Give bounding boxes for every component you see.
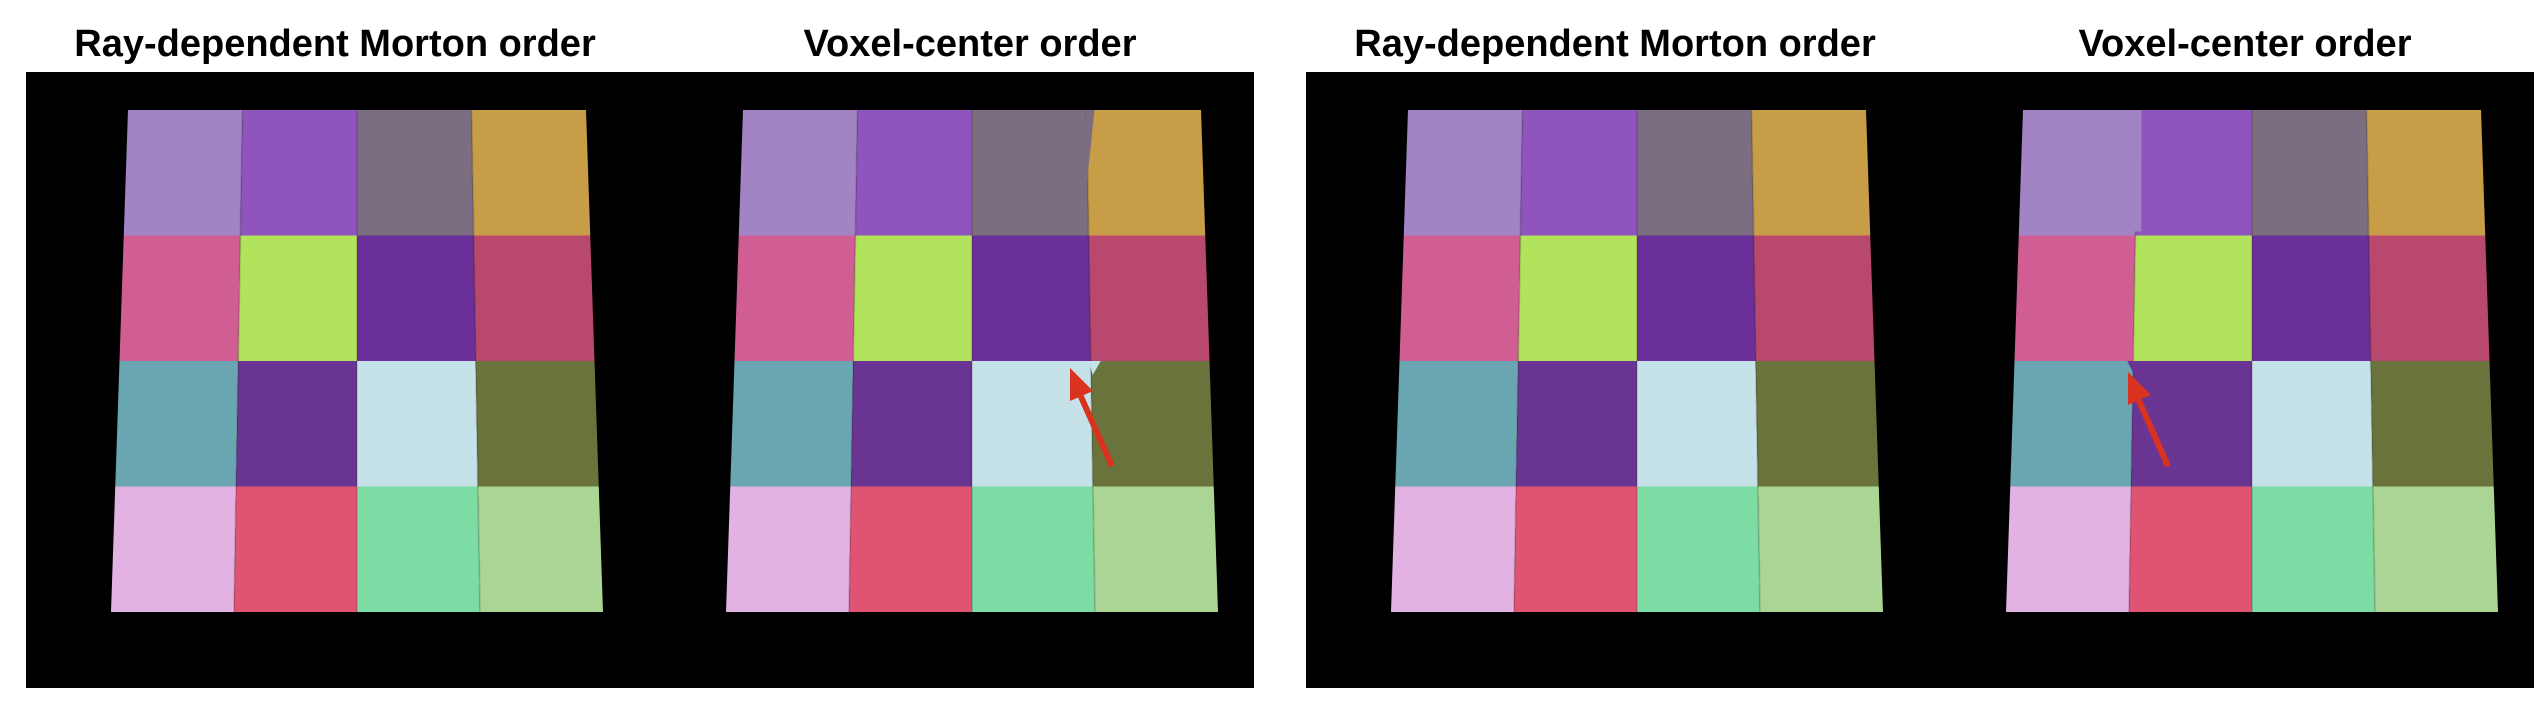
grid-seam bbox=[1750, 109, 1761, 613]
sorting-artifact bbox=[2133, 110, 2142, 232]
voxel-tile bbox=[1514, 486, 1637, 612]
voxel-tile bbox=[1637, 235, 1756, 361]
voxel-tile bbox=[1753, 235, 1875, 361]
voxel-tile bbox=[1520, 110, 1637, 236]
voxel-tile bbox=[2252, 235, 2371, 361]
voxel-tile bbox=[357, 486, 480, 612]
voxel-tile bbox=[851, 361, 972, 487]
voxel-tile bbox=[2252, 361, 2373, 487]
voxel-tile bbox=[119, 235, 241, 361]
voxel-tile bbox=[477, 486, 603, 612]
voxel-tile bbox=[1757, 486, 1883, 612]
voxel-tile bbox=[1088, 235, 1210, 361]
voxel-tile bbox=[1395, 361, 1519, 487]
voxel-tile bbox=[2129, 486, 2252, 612]
voxel-tile bbox=[2366, 110, 2486, 236]
voxel-tile bbox=[1755, 361, 1879, 487]
voxel-tile bbox=[473, 235, 595, 361]
rendered-grid-voxel-center-1 bbox=[726, 109, 1218, 613]
voxel-tile bbox=[849, 486, 972, 612]
rendered-grid-morton-2 bbox=[1391, 109, 1883, 613]
voxel-tile bbox=[1090, 361, 1214, 487]
voxel-tile bbox=[734, 235, 856, 361]
voxel-tile bbox=[2131, 361, 2252, 487]
voxel-tile bbox=[2372, 486, 2498, 612]
grid-seam bbox=[233, 109, 244, 613]
voxel-tile bbox=[738, 110, 858, 236]
voxel-tile bbox=[357, 235, 476, 361]
voxel-tile bbox=[2006, 486, 2132, 612]
voxel-tile bbox=[972, 110, 1089, 236]
voxel-tile bbox=[2370, 361, 2494, 487]
rendered-grid-voxel-center-2 bbox=[2006, 109, 2498, 613]
voxel-tile bbox=[475, 361, 599, 487]
sorting-artifact bbox=[1080, 110, 1095, 226]
title-voxel-center-order-1: Voxel-center order bbox=[803, 23, 1137, 65]
voxel-tile bbox=[1637, 361, 1758, 487]
voxel-tile bbox=[236, 361, 357, 487]
grid-seam bbox=[848, 109, 859, 613]
voxel-tile bbox=[471, 110, 591, 236]
sorting-artifact bbox=[2127, 361, 2140, 373]
voxel-tile bbox=[238, 235, 357, 361]
voxel-tile bbox=[2252, 486, 2375, 612]
voxel-tile bbox=[2252, 110, 2369, 236]
voxel-tile bbox=[726, 486, 852, 612]
title-ray-dependent-morton-order-2: Ray-dependent Morton order bbox=[1354, 23, 1876, 65]
voxel-tile bbox=[972, 235, 1091, 361]
voxel-tile bbox=[2018, 110, 2138, 236]
voxel-tile bbox=[1637, 486, 1760, 612]
voxel-tile bbox=[730, 361, 854, 487]
voxel-tile bbox=[1637, 110, 1754, 236]
voxel-tile bbox=[972, 361, 1093, 487]
voxel-tile bbox=[357, 361, 478, 487]
voxel-tile bbox=[972, 486, 1095, 612]
voxel-tile bbox=[1516, 361, 1637, 487]
render-panel-2 bbox=[1306, 72, 2534, 688]
voxel-tile bbox=[123, 110, 243, 236]
grid-seam bbox=[1513, 109, 1524, 613]
title-voxel-center-order-2: Voxel-center order bbox=[2078, 23, 2412, 65]
voxel-tile bbox=[234, 486, 357, 612]
voxel-tile bbox=[357, 110, 474, 236]
voxel-tile bbox=[1751, 110, 1871, 236]
rendered-grid-morton-1 bbox=[111, 109, 603, 613]
grid-seam bbox=[2365, 109, 2376, 613]
voxel-tile bbox=[2368, 235, 2490, 361]
voxel-tile bbox=[2010, 361, 2134, 487]
voxel-tile bbox=[1518, 235, 1637, 361]
voxel-tile bbox=[1399, 235, 1521, 361]
voxel-tile bbox=[1092, 486, 1218, 612]
voxel-tile bbox=[115, 361, 239, 487]
voxel-tile bbox=[855, 110, 972, 236]
voxel-tile bbox=[2133, 235, 2252, 361]
voxel-tile bbox=[1391, 486, 1517, 612]
voxel-tile bbox=[2014, 235, 2136, 361]
title-ray-dependent-morton-order-1: Ray-dependent Morton order bbox=[74, 23, 596, 65]
voxel-tile bbox=[1403, 110, 1523, 236]
voxel-tile bbox=[240, 110, 357, 236]
grid-seam bbox=[470, 109, 481, 613]
voxel-tile bbox=[111, 486, 237, 612]
voxel-tile bbox=[853, 235, 972, 361]
voxel-tile bbox=[2135, 110, 2252, 236]
voxel-tile bbox=[1086, 110, 1206, 236]
render-panel-1 bbox=[26, 72, 1254, 688]
